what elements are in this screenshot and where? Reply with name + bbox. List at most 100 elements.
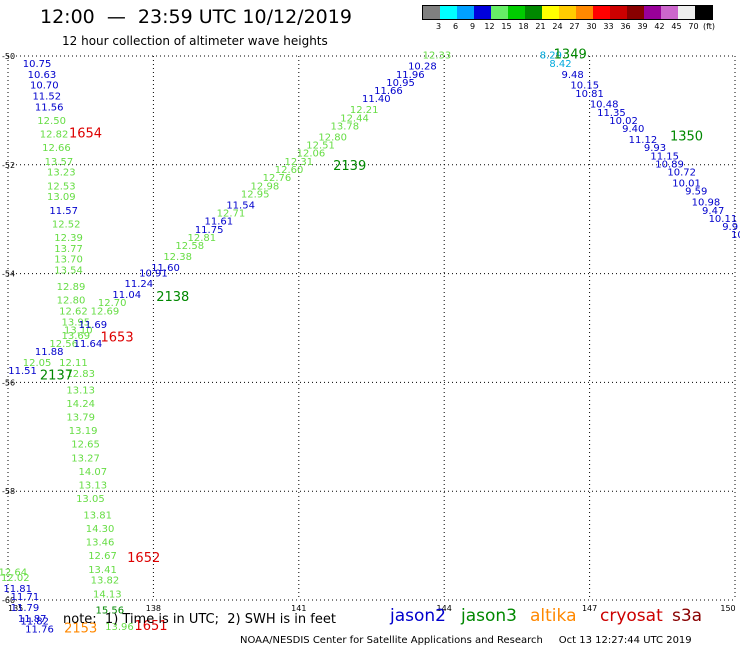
swh-value: 11.75 xyxy=(195,225,224,236)
lat-tick-label: -58 xyxy=(2,487,15,496)
swh-value: 10.75 xyxy=(23,59,52,70)
legend-item-s3a: s3a xyxy=(672,606,703,626)
swh-value: 11.54 xyxy=(226,200,255,211)
lon-tick-label: 147 xyxy=(582,604,597,613)
swh-value: 11.15 xyxy=(650,151,679,162)
legend-item-cryosat: cryosat xyxy=(600,606,663,626)
scale-label: 45 xyxy=(671,22,682,31)
swh-value: 12.67 xyxy=(88,551,117,562)
swh-value: 11.04 xyxy=(112,290,141,301)
swh-value: 11.82 xyxy=(20,616,49,627)
swh-value: 10 xyxy=(731,230,740,241)
swh-value: 12.52 xyxy=(52,219,81,230)
swh-value: 14.07 xyxy=(78,467,107,478)
swh-value: 11.79 xyxy=(11,603,40,614)
swh-value: 12.11 xyxy=(59,358,88,369)
scale-label: 9 xyxy=(469,22,476,31)
scale-swatch xyxy=(644,6,661,19)
scale-swatch xyxy=(559,6,576,19)
scale-label: 30 xyxy=(586,22,597,31)
swh-value: 12.82 xyxy=(40,130,69,141)
page-subtitle: 12 hour collection of altimeter wave hei… xyxy=(62,34,328,48)
scale-swatch xyxy=(627,6,644,19)
swh-value: 12.64 xyxy=(0,568,27,579)
scale-label: 24 xyxy=(552,22,563,31)
swh-value: 13.10 xyxy=(64,325,93,336)
swh-value: 13.78 xyxy=(331,121,360,132)
swh-value: 11.56 xyxy=(35,102,64,113)
swh-value: 12.71 xyxy=(217,208,246,219)
swh-value: 12.89 xyxy=(57,282,86,293)
swh-value: 12.38 xyxy=(163,252,192,263)
swh-value: 10.95 xyxy=(386,78,415,89)
swh-value: 14.13 xyxy=(93,589,122,600)
scale-swatch xyxy=(525,6,542,19)
swh-value: 12.76 xyxy=(263,173,292,184)
swh-value: 10.15 xyxy=(570,81,599,92)
swh-value: 11.40 xyxy=(362,94,391,105)
swh-value: 13.57 xyxy=(45,157,74,168)
swh-value: 13.70 xyxy=(54,255,83,266)
swh-value: 10.89 xyxy=(655,160,684,171)
swh-value: 12.66 xyxy=(42,143,71,154)
pass-time-label: 1652 xyxy=(127,551,160,566)
swh-value: 11.87 xyxy=(18,614,47,625)
swh-value: 13.95 xyxy=(62,317,91,328)
swh-value: 11.64 xyxy=(74,339,103,350)
swh-value: 13.27 xyxy=(71,453,100,464)
swh-value: 13.19 xyxy=(69,426,98,437)
swh-value: 8.29 xyxy=(540,51,562,62)
scale-label: 12 xyxy=(484,22,495,31)
swh-value: 15.56 xyxy=(95,606,124,617)
credit-line: NOAA/NESDIS Center for Satellite Applica… xyxy=(240,635,692,646)
swh-value: 10.01 xyxy=(672,179,701,190)
swh-value: 11.35 xyxy=(597,108,626,119)
swh-value: 11.76 xyxy=(25,625,54,636)
swh-value: 9.40 xyxy=(622,124,644,135)
lon-tick-label: 138 xyxy=(146,604,161,613)
swh-value: 13.23 xyxy=(47,168,76,179)
swh-value: 12.80 xyxy=(57,296,86,307)
swh-value: 11.69 xyxy=(78,320,107,331)
swh-value: 13.54 xyxy=(54,266,83,277)
swh-value: 11.96 xyxy=(396,70,425,81)
swh-value: 13.13 xyxy=(78,480,107,491)
swh-value: 10.48 xyxy=(590,100,619,111)
swh-value: 10.02 xyxy=(609,116,638,127)
scale-unit: (ft) xyxy=(702,22,716,31)
swh-value: 9.47 xyxy=(702,206,724,217)
swh-value: 12.50 xyxy=(37,116,66,127)
swh-value: 11.61 xyxy=(205,217,234,228)
swh-value: 10.91 xyxy=(139,268,168,279)
lon-tick-label: 135 xyxy=(8,604,23,613)
swh-value: 14.30 xyxy=(86,524,115,535)
swh-value: 12.39 xyxy=(54,233,83,244)
scale-label: 70 xyxy=(688,22,699,31)
footer-note: note: 1) Time is in UTC; 2) SWH is in fe… xyxy=(63,612,336,627)
swh-value: 12.02 xyxy=(1,573,30,584)
swh-value: 10.98 xyxy=(692,198,721,209)
swh-value: 12.98 xyxy=(251,181,280,192)
swh-value: 11.57 xyxy=(49,206,78,217)
swh-value: 10.28 xyxy=(408,62,437,73)
swh-value: 12.80 xyxy=(318,132,347,143)
swh-value: 13.13 xyxy=(66,385,95,396)
swh-value: 13.69 xyxy=(62,331,91,342)
scale-swatch xyxy=(661,6,678,19)
swh-value: 11.24 xyxy=(125,279,154,290)
color-scale-swatches xyxy=(422,5,713,20)
swh-value: 12.53 xyxy=(47,181,76,192)
scale-swatch xyxy=(491,6,508,19)
scale-swatch xyxy=(423,6,440,19)
page-title: 12:00 — 23:59 UTC 10/12/2019 xyxy=(40,6,352,28)
scale-label: 15 xyxy=(501,22,512,31)
scale-swatch xyxy=(440,6,457,19)
pass-time-label: 2137 xyxy=(40,369,73,384)
swh-value: 12.21 xyxy=(350,105,379,116)
swh-value: 12.83 xyxy=(66,369,95,380)
swh-value: 13.77 xyxy=(54,244,83,255)
swh-value: 10.11 xyxy=(709,214,738,225)
scale-swatch xyxy=(678,6,695,19)
swh-value: 10.81 xyxy=(575,89,604,100)
swh-value: 13.46 xyxy=(86,538,115,549)
